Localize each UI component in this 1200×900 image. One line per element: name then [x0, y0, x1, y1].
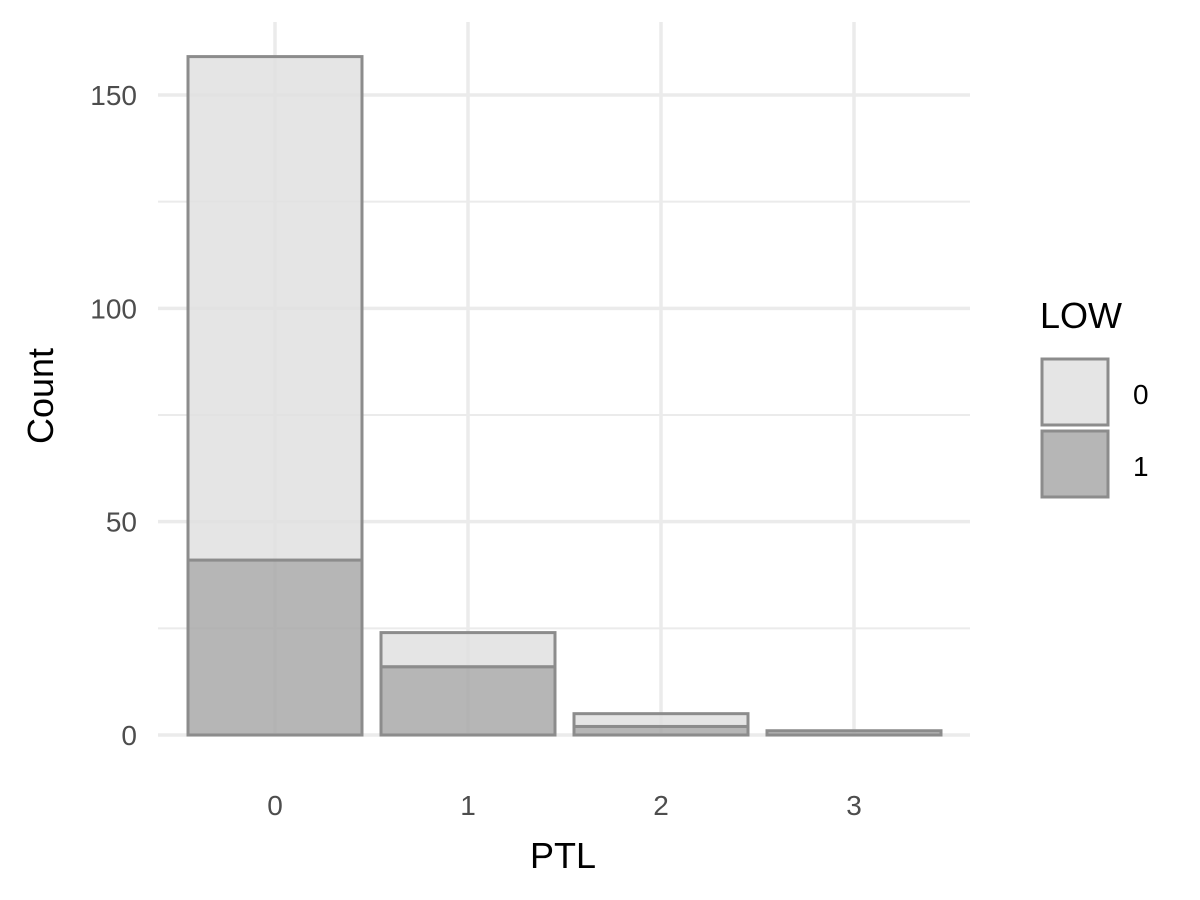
x-tick-label: 1: [460, 790, 476, 821]
bar-segment-low-0-ptl-0: [186, 55, 364, 562]
x-tick-label: 3: [846, 790, 862, 821]
y-axis-title: Count: [20, 348, 61, 444]
x-axis-ticks: 0 1 2 3: [267, 790, 862, 821]
x-tick-label: 0: [267, 790, 283, 821]
y-axis-ticks: 0 50 100 150: [90, 80, 137, 751]
bars: [186, 55, 943, 737]
legend-label-1: 1: [1133, 451, 1149, 482]
bar-segment-low-0-ptl-1: [379, 631, 557, 669]
y-tick-label: 100: [90, 293, 137, 324]
bar-segment-low-0-ptl-2: [572, 712, 750, 728]
bar-segment-low-1-ptl-1: [379, 665, 557, 737]
legend-label-0: 0: [1133, 379, 1149, 410]
legend-title: LOW: [1040, 295, 1122, 336]
legend: LOW 0 1: [1040, 295, 1149, 499]
x-axis-title: PTL: [530, 835, 596, 876]
legend-key-0: [1040, 357, 1110, 427]
bar-segment-low-1-ptl-0: [186, 558, 364, 737]
x-tick-label: 2: [653, 790, 669, 821]
legend-key-1: [1040, 429, 1110, 499]
y-tick-label: 0: [121, 720, 137, 751]
y-tick-label: 50: [106, 507, 137, 538]
y-tick-label: 150: [90, 80, 137, 111]
bar-segment-low-1-ptl-3: [765, 729, 943, 737]
